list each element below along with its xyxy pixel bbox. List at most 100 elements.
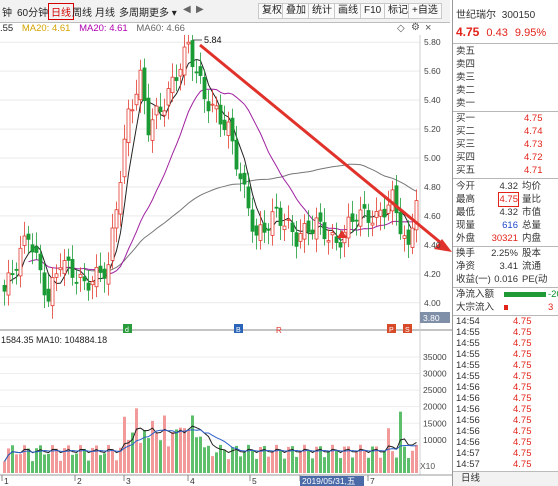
close-icon[interactable]: × — [425, 22, 432, 34]
prev-arrow-icon[interactable]: ◀ — [183, 4, 191, 15]
sell-label: 卖五 — [456, 46, 476, 57]
candle-body — [10, 273, 15, 275]
flow-value: 3 — [548, 302, 554, 313]
ma60-path — [84, 163, 417, 272]
tick-price: 4.75 — [513, 437, 532, 448]
candle-body — [54, 273, 59, 278]
volume-bar — [143, 430, 146, 473]
tab-multi-period[interactable]: 多周期 — [119, 8, 149, 19]
volume-bar — [151, 420, 154, 473]
volume-bar — [31, 461, 34, 473]
candle-body — [334, 236, 339, 243]
candle-body — [210, 103, 215, 106]
ma60-value: MA60: 4.66 — [136, 23, 185, 34]
ma5-path — [4, 58, 417, 292]
kline-chart[interactable]: 5.84 5.80 5.60 5.40 5.20 5.00 4.80 4.60 4.40 4.2… — [0, 35, 452, 486]
volume-bar — [367, 457, 370, 473]
tick-row: 14:57 4.75 — [456, 459, 558, 470]
ma20-value: MA20: 4.61 — [21, 23, 71, 34]
volume-bar — [263, 446, 266, 473]
candle-body — [350, 213, 355, 222]
tick-time: 14:57 — [456, 459, 480, 470]
volume-bar — [299, 451, 302, 473]
candle-body — [174, 77, 179, 81]
gear-icon[interactable]: ⚙ — [411, 22, 420, 33]
volume-bar — [275, 444, 278, 473]
candle-body — [410, 227, 415, 248]
candle-body — [6, 272, 11, 296]
overlay-button[interactable]: 叠加 — [282, 3, 310, 19]
volume-ma5-path — [4, 425, 417, 462]
volume-bar — [63, 448, 66, 473]
candle-body — [50, 277, 55, 307]
volume-bar — [187, 429, 190, 473]
flow-row: 大宗流入 3 — [456, 301, 558, 314]
tab-weekly[interactable]: 周线 — [72, 8, 92, 19]
candle-body — [226, 121, 231, 136]
candle-body — [346, 216, 351, 239]
stats-button[interactable]: 统计 — [308, 3, 336, 19]
volume-bar — [103, 453, 106, 473]
candle-body — [378, 209, 383, 217]
volume-bar — [235, 445, 238, 473]
candle-body — [166, 88, 171, 106]
candle-body — [202, 77, 207, 100]
candle-body — [322, 222, 327, 240]
date-tick-label: 5 — [252, 476, 257, 486]
candle-body — [86, 282, 91, 291]
add-watchlist-button[interactable]: +自选 — [408, 3, 442, 19]
volume-tick-label: 25000 — [423, 385, 447, 395]
f10-button[interactable]: F10 — [360, 3, 386, 19]
next-arrow-icon[interactable]: ▶ — [196, 4, 204, 15]
flow-label: 大宗流入 — [456, 302, 495, 313]
volume-bar — [391, 451, 394, 473]
candle-body — [330, 232, 335, 236]
tick-price: 4.75 — [513, 360, 532, 371]
volume-ma-lines — [4, 425, 417, 462]
event-marker-3-label: R — [276, 326, 282, 335]
volume-bar — [211, 456, 214, 473]
candle-body — [142, 67, 147, 102]
candle-body — [358, 209, 363, 227]
volume-unit-label: X10 — [420, 461, 435, 471]
volume-bar — [271, 451, 274, 473]
candle-body — [218, 104, 223, 125]
stat-value: 0.016 — [494, 274, 518, 285]
volume-bar — [255, 458, 258, 473]
tab-60min[interactable]: 60分钟 — [17, 8, 49, 19]
date-tick-label: 2019/05/31,五 — [302, 476, 356, 486]
draw-line-button[interactable]: 画线 — [334, 3, 362, 19]
volume-bar — [291, 446, 294, 473]
stock-name: 世纪瑞尔 — [456, 10, 496, 21]
volume-bar — [111, 449, 114, 473]
candle-body — [386, 204, 391, 214]
candle-body — [194, 71, 199, 74]
stat-label2: 总量 — [522, 220, 542, 231]
candle-body — [198, 66, 203, 76]
ma60-line — [84, 163, 417, 272]
volume-bar — [243, 452, 246, 473]
candle-body — [354, 219, 359, 222]
sell-label: 卖四 — [456, 59, 476, 70]
tab-daily[interactable]: 日线 — [48, 3, 74, 20]
stock-code: 300150 — [501, 10, 536, 21]
volume-bar — [139, 442, 142, 473]
chart-grid — [0, 41, 420, 441]
tick-row: 14:57 4.75 — [456, 448, 558, 459]
tick-time: 14:56 — [456, 437, 480, 448]
volume-bar — [407, 458, 410, 473]
volume-bar — [311, 458, 314, 473]
price-tick-label: 5.60 — [424, 66, 441, 76]
candle-body — [314, 217, 319, 240]
volume-bar — [179, 427, 182, 473]
bottom-tab-label[interactable]: 日线 — [461, 473, 481, 484]
tab-minute[interactable]: 钟 — [2, 8, 12, 19]
tick-row: 14:55 4.75 — [456, 349, 558, 360]
stat-label2: 量比 — [522, 194, 542, 205]
candle-body — [406, 229, 411, 245]
stat-label: 换手 — [456, 248, 476, 259]
diamond-icon[interactable]: ◇ — [397, 23, 405, 34]
volume-bar — [7, 448, 10, 473]
tab-more[interactable]: 更多 ▾ — [149, 8, 177, 19]
tab-monthly[interactable]: 月线 — [95, 8, 115, 19]
